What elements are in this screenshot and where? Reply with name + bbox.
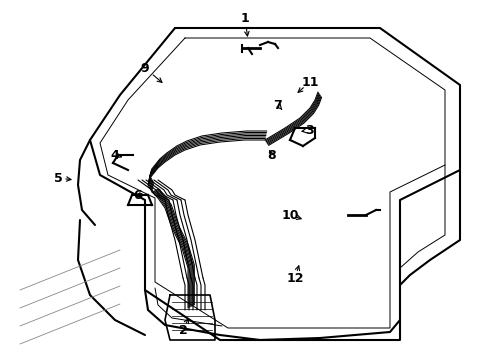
Text: 7: 7 [273,99,282,112]
Text: 2: 2 [179,324,187,337]
Text: 9: 9 [141,62,149,75]
Text: 4: 4 [111,149,120,162]
Text: 11: 11 [301,76,319,89]
Text: 6: 6 [134,189,142,202]
Text: 10: 10 [281,208,299,221]
Text: 8: 8 [268,149,276,162]
Text: 1: 1 [241,12,249,24]
Text: 5: 5 [53,171,62,185]
Text: 12: 12 [286,271,304,284]
Text: 3: 3 [306,123,314,136]
